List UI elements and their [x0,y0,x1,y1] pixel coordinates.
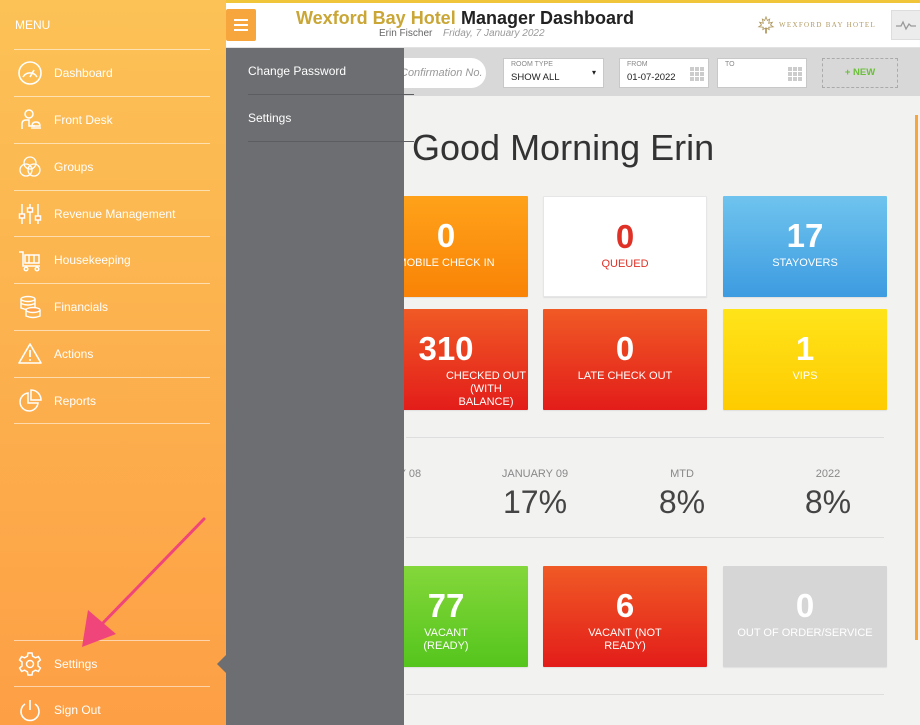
occupancy-value: 8% [658,484,706,520]
active-item-pointer [217,655,226,673]
tile-value: 0 [615,330,635,367]
tile-value: 0 [795,587,815,624]
maple-leaf-icon [757,16,775,34]
occupancy-label: JANUARY 09 [501,468,569,480]
sidebar-item-groups[interactable]: Groups [14,143,210,190]
tile-value: 0 [615,218,635,255]
tile-value: 17 [786,217,824,254]
submenu-item-settings[interactable]: Settings [248,95,414,142]
late-check-out-tile[interactable]: 0 LATE CHECK OUT [543,309,707,410]
warning-icon [16,340,44,368]
cart-icon [16,246,44,274]
room-type-label: ROOM TYPE [511,61,553,68]
sidebar-item-label: Reports [54,393,97,408]
to-date-field[interactable]: TO [717,58,807,88]
hotel-logo: WEXFORD BAY HOTEL [757,16,876,34]
tile-label: VIPS [792,370,818,382]
tile-value: 6 [615,587,635,624]
divider [406,437,884,438]
sidebar-item-label: Actions [54,347,94,361]
sidebar-item-label: Settings [54,657,98,671]
divider [406,694,884,695]
power-icon [16,696,44,724]
groups-icon [16,153,44,181]
user-name: Erin Fischer [379,28,433,39]
pie-chart-icon [16,387,44,415]
sidebar-item-actions[interactable]: Actions [14,330,210,377]
caret-down-icon: ▾ [591,68,596,77]
hotel-name: Wexford Bay Hotel [296,8,456,28]
activity-icon [896,20,916,31]
occupancy-label: 2022 [815,468,841,480]
tile-label: LATE CHECK OUT [577,370,673,382]
tile-label: OUT OF ORDER/SERVICE [737,627,873,639]
tile-label: QUEUED [601,258,649,270]
room-type-value: SHOW ALL [511,72,560,83]
from-date-label: FROM [627,61,648,68]
sidebar-item-label: Sign Out [54,703,101,717]
page-title: Manager Dashboard [461,8,635,28]
room-type-select[interactable]: ROOM TYPE SHOW ALL ▾ [503,58,604,88]
top-accent-line [0,0,920,3]
occupancy-value: 8% [804,484,852,520]
settings-submenu: Change Password Settings [226,48,414,725]
hamburger-menu-button[interactable] [226,9,256,41]
occupancy-stat: JANUARY 09 17% [480,468,590,521]
sliders-icon [16,200,44,228]
new-reservation-button[interactable]: + NEW [822,58,898,88]
occupancy-stat: MTD 8% [627,468,737,521]
app-header [226,3,920,48]
greeting-text: Good Morning Erin [412,127,715,168]
sidebar-item-label: Financials [54,300,109,314]
tile-label: VACANT (NOT READY) [588,627,662,652]
occupancy-label: MTD [670,468,694,480]
tile-value: 310 [418,330,474,367]
scrollbar[interactable] [915,115,918,640]
submenu-item-change-password[interactable]: Change Password [248,48,414,95]
from-date-field[interactable]: FROM 01-07-2022 [619,58,709,88]
tile-label: CHECKED OUT (WITH BALANCE) [445,370,527,408]
menu-heading: MENU [15,18,51,32]
divider [406,537,884,538]
logo-text: WEXFORD BAY HOTEL [779,21,877,29]
tile-label: MOBILE CHECK IN [397,257,495,269]
sidebar-item-sign-out[interactable]: Sign Out [14,686,210,725]
calendar-icon [690,67,704,81]
vacant-not-ready-tile[interactable]: 6 VACANT (NOT READY) [543,566,707,667]
sidebar-item-settings[interactable]: Settings [14,640,210,687]
sidebar-item-label: Housekeeping [54,253,131,267]
sidebar-item-financials[interactable]: Financials [14,283,210,330]
gear-icon [16,650,44,678]
to-date-label: TO [725,61,735,68]
tile-label: VACANT (READY) [423,627,469,652]
sidebar-item-label: Front Desk [54,113,113,127]
vips-tile[interactable]: 1 VIPS [723,309,887,410]
sidebar-item-housekeeping[interactable]: Housekeeping [14,236,210,283]
tile-label: STAYOVERS [772,257,838,269]
calendar-icon [788,67,802,81]
occupancy-stat: 2022 8% [773,468,883,521]
sidebar-menu: MENU Dashboard Front Desk Groups Revenue… [0,0,226,725]
sidebar-item-reports[interactable]: Reports [14,377,210,424]
bellhop-icon [16,106,44,134]
out-of-order-tile[interactable]: 0 OUT OF ORDER/SERVICE [723,566,887,667]
stayovers-tile[interactable]: 17 STAYOVERS [723,196,887,297]
current-date: Friday, 7 January 2022 [443,28,545,39]
tile-value: 0 [436,217,456,254]
activity-button[interactable] [891,10,920,40]
sidebar-item-dashboard[interactable]: Dashboard [14,49,210,96]
sidebar-item-front-desk[interactable]: Front Desk [14,96,210,143]
occupancy-value: 17% [502,484,568,520]
tile-value: 77 [427,587,465,624]
tile-value: 1 [795,330,815,367]
coins-icon [16,293,44,321]
sidebar-item-label: Dashboard [54,66,113,80]
sidebar-item-revenue-management[interactable]: Revenue Management [14,190,210,237]
gauge-icon [16,59,44,87]
sidebar-item-label: Revenue Management [54,207,176,221]
sidebar-item-label: Groups [54,160,94,174]
queued-tile[interactable]: 0 QUEUED [543,196,707,297]
from-date-value: 01-07-2022 [627,72,676,83]
